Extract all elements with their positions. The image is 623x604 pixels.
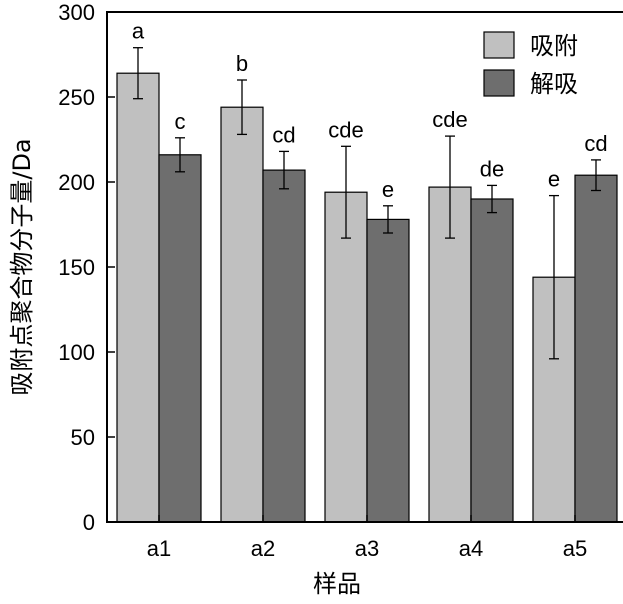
significance-label-a2-series-2: cd xyxy=(272,122,295,147)
significance-label-a4-series-2: de xyxy=(480,156,504,181)
significance-label-a5-series-1: e xyxy=(548,167,560,192)
y-tick-label-300: 300 xyxy=(58,0,95,25)
bar-a3-series-2 xyxy=(366,218,410,523)
y-tick-label-100: 100 xyxy=(58,340,95,365)
significance-label-a1-series-1: a xyxy=(132,19,145,44)
bar-a1-series-1 xyxy=(116,72,160,523)
x-axis-ticks: a1 a2 a3 a4 a5 xyxy=(147,515,587,561)
x-tick-label-a1: a1 xyxy=(147,536,171,561)
significance-label-a3-series-1: cde xyxy=(328,117,363,142)
error-bars-layer xyxy=(133,47,601,360)
y-axis-title: 吸附点聚合物分子量/Da xyxy=(8,138,36,395)
y-axis-ticks: 0 50 100 150 200 250 300 xyxy=(58,0,115,535)
significance-label-a3-series-2: e xyxy=(382,177,394,202)
x-tick-label-a5: a5 xyxy=(563,536,587,561)
bar-a2-series-2 xyxy=(262,169,306,523)
significance-label-a1-series-2: c xyxy=(175,109,186,134)
y-tick-label-200: 200 xyxy=(58,170,95,195)
y-tick-label-150: 150 xyxy=(58,255,95,280)
x-tick-label-a2: a2 xyxy=(251,536,275,561)
legend-swatch-2 xyxy=(483,69,515,97)
bar-a2-series-1 xyxy=(220,106,264,523)
bar-a1-series-2 xyxy=(158,154,202,523)
x-tick-label-a4: a4 xyxy=(459,536,483,561)
bar-a3-series-1 xyxy=(324,191,368,523)
x-axis-title: 样品 xyxy=(313,570,361,598)
bar-a4-series-1 xyxy=(428,186,472,523)
significance-label-a2-series-1: b xyxy=(236,51,248,76)
legend-label-1: 吸附 xyxy=(530,32,578,60)
y-tick-label-0: 0 xyxy=(83,510,95,535)
bars-layer xyxy=(116,72,618,523)
legend-label-2: 解吸 xyxy=(530,70,578,98)
bar-a5-series-2 xyxy=(574,174,618,523)
significance-label-a5-series-2: cd xyxy=(584,131,607,156)
y-tick-label-250: 250 xyxy=(58,85,95,110)
x-tick-label-a3: a3 xyxy=(355,536,379,561)
legend-swatch-1 xyxy=(483,31,515,59)
bar-a4-series-2 xyxy=(470,198,514,523)
significance-label-a4-series-1: cde xyxy=(432,107,467,132)
y-tick-label-50: 50 xyxy=(71,425,95,450)
